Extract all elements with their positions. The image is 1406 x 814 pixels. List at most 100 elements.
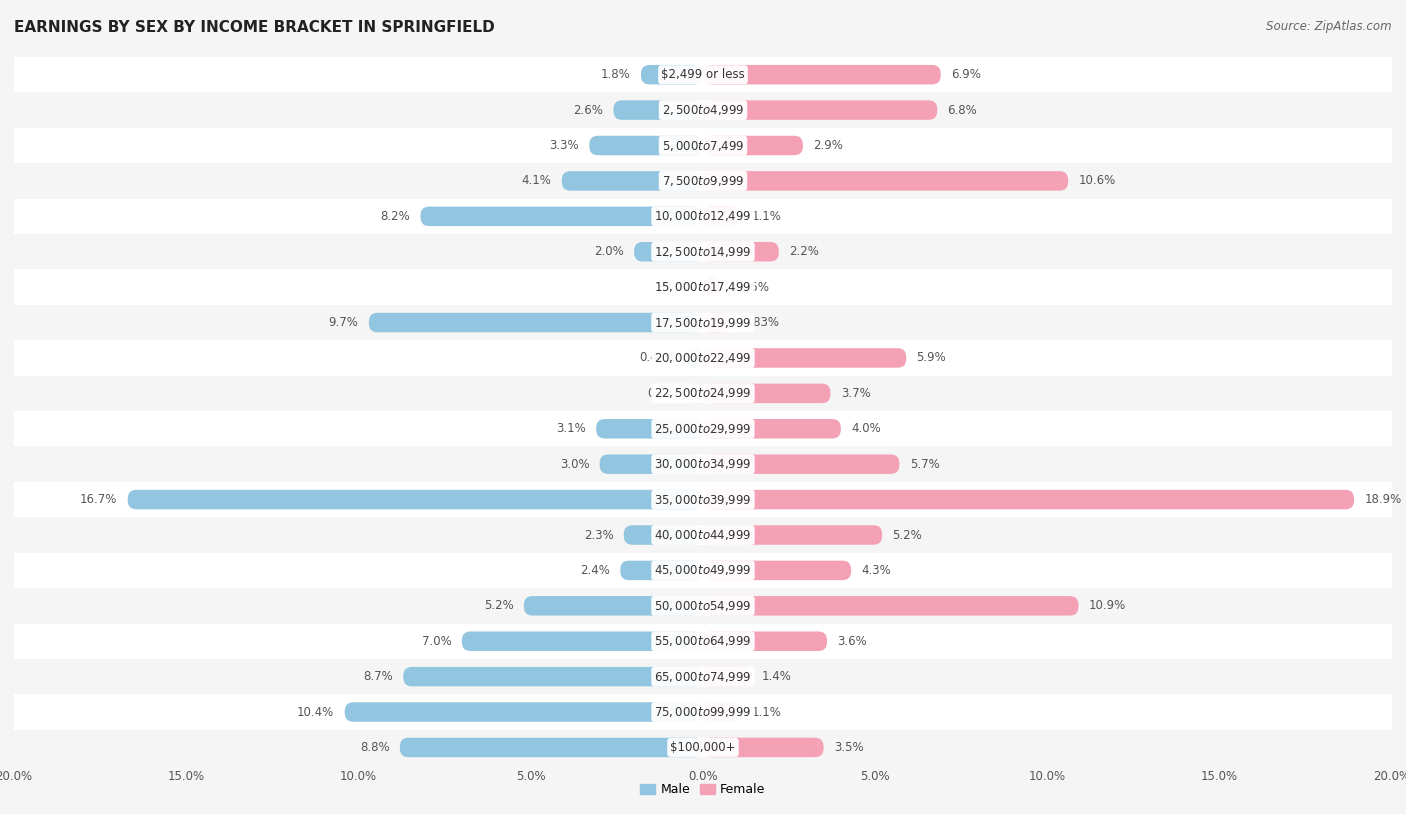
Bar bbox=[14, 304, 1392, 340]
FancyBboxPatch shape bbox=[524, 596, 703, 615]
Bar bbox=[14, 659, 1392, 694]
Text: $35,000 to $39,999: $35,000 to $39,999 bbox=[654, 492, 752, 506]
Text: $40,000 to $44,999: $40,000 to $44,999 bbox=[654, 528, 752, 542]
Text: 4.0%: 4.0% bbox=[851, 422, 882, 435]
Text: 0.24%: 0.24% bbox=[647, 387, 685, 400]
Text: $2,500 to $4,999: $2,500 to $4,999 bbox=[662, 103, 744, 117]
Text: 0.55%: 0.55% bbox=[733, 281, 769, 294]
Text: $20,000 to $22,499: $20,000 to $22,499 bbox=[654, 351, 752, 365]
Bar bbox=[14, 624, 1392, 659]
Text: 4.3%: 4.3% bbox=[862, 564, 891, 577]
Bar bbox=[14, 553, 1392, 588]
FancyBboxPatch shape bbox=[620, 561, 703, 580]
Text: $5,000 to $7,499: $5,000 to $7,499 bbox=[662, 138, 744, 152]
FancyBboxPatch shape bbox=[703, 383, 831, 403]
FancyBboxPatch shape bbox=[703, 242, 779, 261]
Bar bbox=[14, 482, 1392, 518]
Text: $17,500 to $19,999: $17,500 to $19,999 bbox=[654, 316, 752, 330]
FancyBboxPatch shape bbox=[589, 136, 703, 155]
Text: 8.7%: 8.7% bbox=[363, 670, 392, 683]
Text: $15,000 to $17,499: $15,000 to $17,499 bbox=[654, 280, 752, 294]
FancyBboxPatch shape bbox=[703, 207, 741, 226]
Text: $45,000 to $49,999: $45,000 to $49,999 bbox=[654, 563, 752, 577]
Text: 18.9%: 18.9% bbox=[1364, 493, 1402, 506]
Bar bbox=[14, 269, 1392, 304]
FancyBboxPatch shape bbox=[128, 490, 703, 510]
Bar bbox=[14, 128, 1392, 163]
FancyBboxPatch shape bbox=[461, 632, 703, 651]
Text: 5.7%: 5.7% bbox=[910, 457, 939, 470]
FancyBboxPatch shape bbox=[703, 737, 824, 757]
Text: $65,000 to $74,999: $65,000 to $74,999 bbox=[654, 670, 752, 684]
Bar bbox=[14, 57, 1392, 92]
Text: 5.2%: 5.2% bbox=[893, 528, 922, 541]
Text: 2.9%: 2.9% bbox=[813, 139, 844, 152]
FancyBboxPatch shape bbox=[599, 454, 703, 474]
Text: $30,000 to $34,999: $30,000 to $34,999 bbox=[654, 457, 752, 471]
Text: 3.6%: 3.6% bbox=[838, 635, 868, 648]
FancyBboxPatch shape bbox=[613, 100, 703, 120]
FancyBboxPatch shape bbox=[562, 171, 703, 190]
Text: 9.7%: 9.7% bbox=[329, 316, 359, 329]
FancyBboxPatch shape bbox=[703, 100, 938, 120]
Bar bbox=[14, 588, 1392, 624]
Text: 0.0%: 0.0% bbox=[664, 281, 693, 294]
Text: 3.5%: 3.5% bbox=[834, 741, 863, 754]
Text: $100,000+: $100,000+ bbox=[671, 741, 735, 754]
Text: 10.9%: 10.9% bbox=[1088, 599, 1126, 612]
FancyBboxPatch shape bbox=[703, 313, 731, 332]
FancyBboxPatch shape bbox=[703, 490, 1354, 510]
FancyBboxPatch shape bbox=[703, 702, 741, 722]
Text: 8.8%: 8.8% bbox=[360, 741, 389, 754]
FancyBboxPatch shape bbox=[703, 136, 803, 155]
Bar bbox=[14, 730, 1392, 765]
Bar bbox=[14, 375, 1392, 411]
Text: 1.4%: 1.4% bbox=[762, 670, 792, 683]
Text: $7,500 to $9,999: $7,500 to $9,999 bbox=[662, 174, 744, 188]
Bar bbox=[14, 694, 1392, 730]
Text: $10,000 to $12,499: $10,000 to $12,499 bbox=[654, 209, 752, 223]
Text: Source: ZipAtlas.com: Source: ZipAtlas.com bbox=[1267, 20, 1392, 33]
Text: $75,000 to $99,999: $75,000 to $99,999 bbox=[654, 705, 752, 719]
FancyBboxPatch shape bbox=[703, 632, 827, 651]
Text: 4.1%: 4.1% bbox=[522, 174, 551, 187]
Bar bbox=[14, 518, 1392, 553]
Text: 2.0%: 2.0% bbox=[593, 245, 624, 258]
Text: 1.1%: 1.1% bbox=[751, 706, 782, 719]
Text: 16.7%: 16.7% bbox=[80, 493, 117, 506]
Text: 1.8%: 1.8% bbox=[600, 68, 631, 81]
Text: 7.0%: 7.0% bbox=[422, 635, 451, 648]
Text: 0.83%: 0.83% bbox=[742, 316, 779, 329]
FancyBboxPatch shape bbox=[703, 596, 1078, 615]
Text: 6.9%: 6.9% bbox=[950, 68, 981, 81]
FancyBboxPatch shape bbox=[624, 525, 703, 545]
FancyBboxPatch shape bbox=[703, 171, 1069, 190]
FancyBboxPatch shape bbox=[703, 561, 851, 580]
Bar bbox=[14, 163, 1392, 199]
Text: 3.1%: 3.1% bbox=[557, 422, 586, 435]
Text: $25,000 to $29,999: $25,000 to $29,999 bbox=[654, 422, 752, 435]
FancyBboxPatch shape bbox=[641, 65, 703, 85]
Text: 8.2%: 8.2% bbox=[381, 210, 411, 223]
FancyBboxPatch shape bbox=[634, 242, 703, 261]
Text: $55,000 to $64,999: $55,000 to $64,999 bbox=[654, 634, 752, 648]
Bar bbox=[14, 199, 1392, 234]
FancyBboxPatch shape bbox=[703, 667, 751, 686]
Bar bbox=[14, 446, 1392, 482]
FancyBboxPatch shape bbox=[703, 419, 841, 439]
Text: 10.4%: 10.4% bbox=[297, 706, 335, 719]
Text: 3.3%: 3.3% bbox=[550, 139, 579, 152]
FancyBboxPatch shape bbox=[703, 348, 907, 368]
FancyBboxPatch shape bbox=[404, 667, 703, 686]
Text: EARNINGS BY SEX BY INCOME BRACKET IN SPRINGFIELD: EARNINGS BY SEX BY INCOME BRACKET IN SPR… bbox=[14, 20, 495, 35]
Text: 2.4%: 2.4% bbox=[581, 564, 610, 577]
FancyBboxPatch shape bbox=[703, 65, 941, 85]
FancyBboxPatch shape bbox=[596, 419, 703, 439]
Text: $50,000 to $54,999: $50,000 to $54,999 bbox=[654, 599, 752, 613]
Bar bbox=[14, 411, 1392, 446]
Text: $2,499 or less: $2,499 or less bbox=[661, 68, 745, 81]
Text: 5.9%: 5.9% bbox=[917, 352, 946, 365]
FancyBboxPatch shape bbox=[703, 525, 882, 545]
Bar bbox=[14, 92, 1392, 128]
Text: 2.2%: 2.2% bbox=[789, 245, 818, 258]
